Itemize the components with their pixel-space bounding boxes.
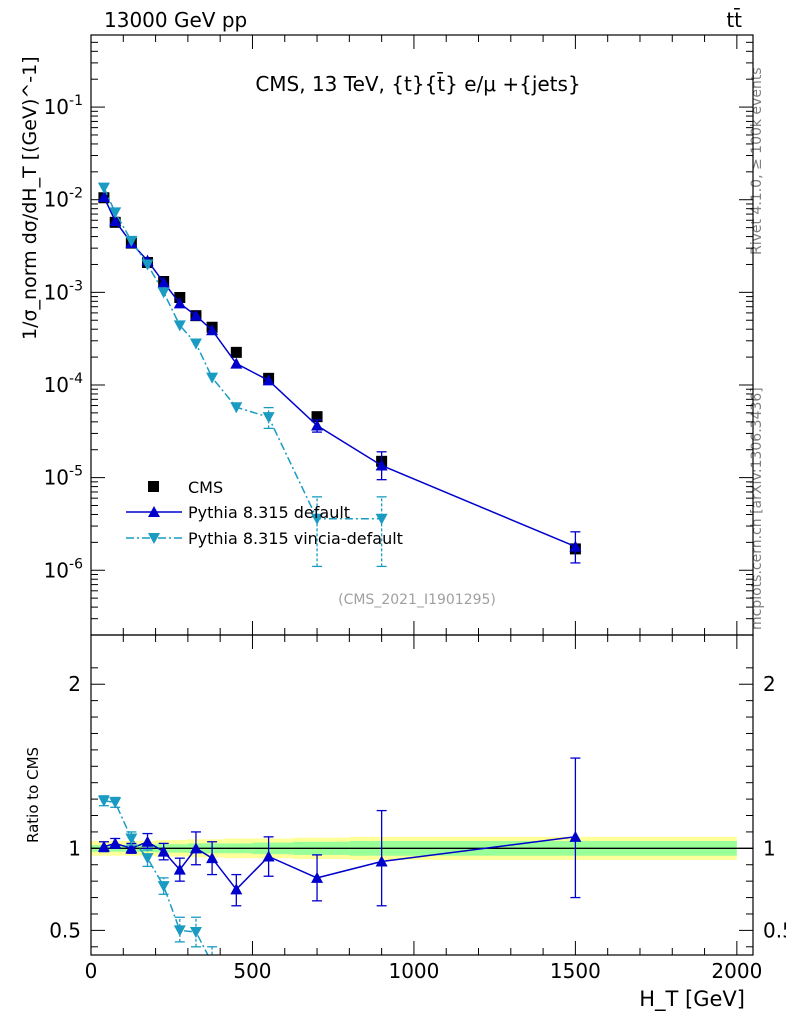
ratio-default-point [375,855,388,867]
x-tick-label: 1500 [550,959,601,983]
legend-vincia-label: Pythia 8.315 vincia-default [188,529,403,548]
legend-default-marker [148,506,160,517]
main-ylabel-text: 1/σ_norm dσ/dH_T [(GeV)^-1] [19,56,41,340]
x-axis-label: H_T [GeV] [639,987,745,1012]
ratio-vincia-point [97,795,110,807]
main-ytick-label: 10-1 [44,93,83,119]
legend-cms-label: CMS [188,478,223,497]
x-tick-label: 0 [85,959,98,983]
header-left-label: 13000 GeV pp [104,8,247,32]
vincia-point [97,182,110,194]
main-ytick-label: 10-3 [44,278,83,304]
default-point [206,324,219,336]
ratio-frame [90,634,754,956]
x-tick-label: 1000 [388,959,439,983]
default-point [230,357,243,369]
ratio-default-point [97,840,110,852]
ratio-ytick-label-right: 2 [763,672,776,696]
vincia-point [230,402,243,414]
ratio-vincia-point [157,881,170,893]
ratio-default-point [109,837,122,849]
vincia-line [103,187,382,520]
main-ytick-label: 10-5 [44,464,83,490]
vincia-point [125,235,138,247]
default-point [109,214,122,226]
default-point [262,374,275,386]
header-right-label: tt̄ [726,7,742,32]
ratio-default-point [157,845,170,857]
legend-default-label: Pythia 8.315 default [188,503,350,522]
vincia-point [141,259,154,271]
ratio-ytick-label-left: 2 [68,672,81,696]
legend-cms-marker [148,481,159,492]
ratio-vincia-point [125,833,138,845]
ratio-ytick-label-left: 0.5 [49,918,81,942]
ratio-default-point [311,871,324,883]
vincia-point [206,372,219,384]
vincia-point [262,412,275,424]
main-ytick-label: 10-6 [44,556,84,582]
ratio-vincia-point [173,925,186,937]
ratio-ylabel: Ratio to CMS [24,747,42,843]
ratio-default-point [125,842,138,854]
ratio-default-point [189,842,202,854]
legend: CMS Pythia 8.315 default Pythia 8.315 vi… [126,478,403,548]
legend-vincia-marker [148,533,160,544]
ratio-default-point [262,850,275,862]
rivet-label: Rivet 4.1.0, ≥ 100k events [749,67,765,255]
vincia-point [311,513,324,525]
ratio-series-group [97,757,582,969]
x-tick-label: 2000 [711,959,762,983]
main-watermark: (CMS_2021_I1901295) [338,592,496,608]
ratio-default-point [141,835,154,847]
ratio-ytick-label-left: 1 [68,836,81,860]
default-line [103,196,576,548]
ratio-vincia-point [141,853,154,865]
main-ytick-label: 10-4 [44,371,84,397]
vincia-point [189,338,202,350]
default-point [569,540,582,552]
default-point [375,459,388,471]
main-ylabel: 1/σ_norm dσ/dH_T [(GeV)^-1] [19,56,41,340]
ratio-vincia-line [103,799,209,955]
ratio-default-point [206,852,219,864]
ratio-panel: 0.5 0.5 1 1 2 2 Ratio to CMS [24,634,786,969]
ratio-vincia-point [206,958,218,969]
ratio-ytick-label-right: 1 [763,836,776,860]
default-point [311,419,324,431]
cms-point [230,346,242,358]
main-title: CMS, 13 TeV, {t}{t̄} e/μ +{jets} [255,71,580,96]
cms-point [311,411,323,423]
x-tick-label: 500 [233,959,271,983]
default-point [173,297,186,309]
vincia-point [375,513,388,525]
default-point [157,276,170,288]
ratio-ytick-label-right: 0.5 [763,918,786,942]
default-point [97,190,110,202]
mcplots-label: mcplots.cern.ch [arXiv:1306.3436] [749,387,765,630]
ratio-default-point [569,830,582,842]
vincia-point [173,320,186,332]
ratio-default-point [230,883,243,895]
ratio-vincia-point [189,927,202,939]
main-panel: CMS, 13 TeV, {t}{t̄} e/μ +{jets} (CMS_20… [19,34,754,636]
ratio-default-point [173,863,186,875]
ratio-vincia-point [109,797,122,809]
default-point [189,309,202,321]
vincia-point [157,287,170,299]
vincia-point [109,207,122,219]
main-ytick-label: 10-2 [44,186,83,212]
